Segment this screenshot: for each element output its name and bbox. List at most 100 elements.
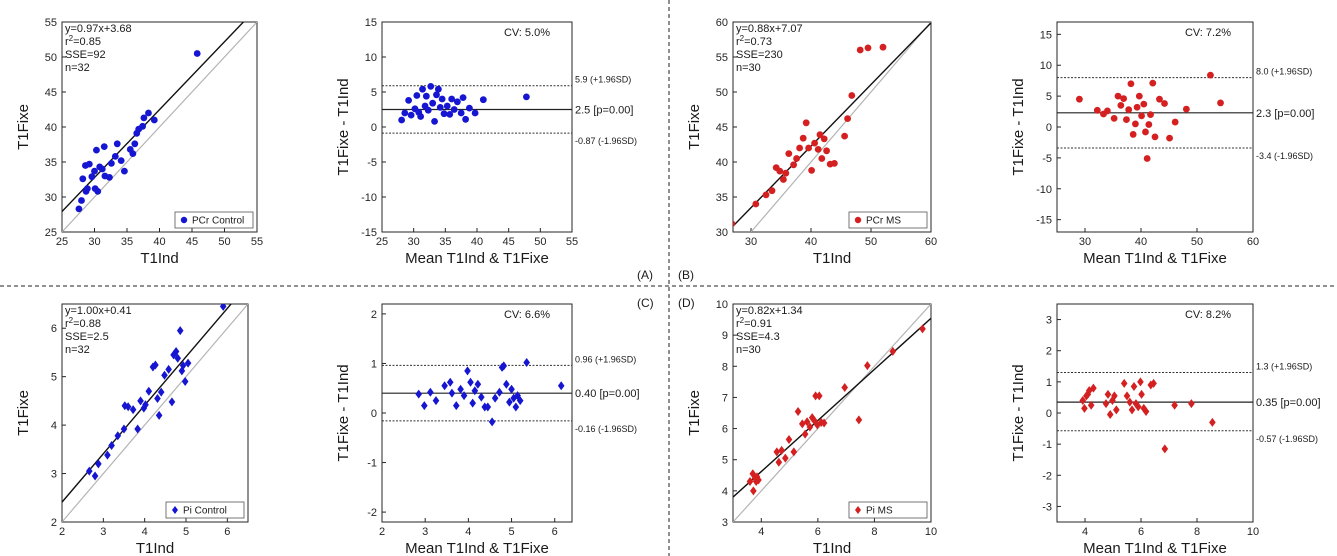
data-point bbox=[413, 92, 421, 99]
data-point bbox=[752, 200, 760, 208]
legend-label: Pi MS bbox=[866, 506, 893, 517]
panel-label: (A) bbox=[637, 268, 653, 282]
stat-line: SSE=92 bbox=[65, 49, 106, 61]
plot-content bbox=[62, 304, 248, 522]
data-point bbox=[83, 185, 91, 193]
plot-frame bbox=[381, 303, 573, 523]
data-point bbox=[140, 114, 148, 122]
data-point bbox=[452, 401, 460, 411]
data-point bbox=[799, 134, 807, 142]
data-point bbox=[855, 415, 863, 425]
x-tick-label: 30 bbox=[408, 236, 420, 248]
data-point bbox=[1143, 155, 1151, 162]
stat-line: r2=0.85 bbox=[65, 34, 101, 48]
data-point bbox=[474, 379, 482, 389]
data-point bbox=[129, 405, 137, 415]
x-tick-label: 40 bbox=[471, 236, 483, 248]
data-point bbox=[1123, 116, 1130, 123]
y-tick-label: 5 bbox=[51, 372, 57, 384]
legend-box bbox=[174, 211, 254, 229]
y-tick-label: 45 bbox=[45, 87, 57, 99]
data-point bbox=[841, 382, 849, 392]
data-point bbox=[471, 109, 479, 117]
data-point bbox=[446, 111, 454, 118]
identity-line bbox=[62, 304, 248, 522]
stat-line: r2=0.73 bbox=[736, 34, 772, 48]
data-point bbox=[419, 85, 426, 93]
data-point bbox=[500, 361, 508, 371]
data-point bbox=[802, 119, 810, 127]
x-axis-label: Mean T1Ind & T1Fixe bbox=[1083, 540, 1227, 556]
x-tick-label: 40 bbox=[1135, 236, 1147, 248]
data-point bbox=[433, 91, 440, 99]
data-point bbox=[219, 304, 227, 311]
x-tick-label: 45 bbox=[503, 236, 515, 248]
legend-marker bbox=[172, 506, 178, 514]
data-point bbox=[523, 357, 530, 367]
y-tick-label: 2 bbox=[1046, 346, 1052, 358]
data-point bbox=[1104, 389, 1112, 399]
x-tick-label: 60 bbox=[925, 236, 937, 248]
data-point bbox=[421, 401, 428, 411]
x-tick-label: 30 bbox=[745, 236, 757, 248]
data-point bbox=[523, 93, 530, 101]
data-point bbox=[812, 391, 819, 401]
plot-content bbox=[62, 22, 257, 232]
data-point bbox=[1076, 95, 1083, 103]
x-tick-label: 4 bbox=[465, 526, 471, 538]
x-tick-label: 50 bbox=[534, 236, 546, 248]
data-point bbox=[417, 113, 425, 120]
data-point bbox=[768, 187, 776, 195]
data-point bbox=[95, 459, 102, 469]
x-tick-label: 2 bbox=[379, 526, 385, 538]
data-point bbox=[79, 175, 87, 183]
data-point bbox=[1079, 396, 1087, 406]
y-tick-label: 3 bbox=[51, 469, 57, 481]
data-point bbox=[753, 472, 761, 482]
x-tick-label: 3 bbox=[100, 526, 106, 538]
x-tick-label: 10 bbox=[1247, 526, 1259, 538]
y-tick-label: 3 bbox=[1046, 315, 1052, 327]
data-point bbox=[179, 361, 187, 371]
x-tick-label: 6 bbox=[224, 526, 230, 538]
data-point bbox=[491, 393, 499, 403]
data-point bbox=[782, 169, 790, 177]
lower-limit-label: -0.16 (-1.96SD) bbox=[575, 424, 637, 434]
x-tick-label: 30 bbox=[88, 236, 100, 248]
stat-line: SSE=2.5 bbox=[65, 331, 109, 343]
lower-limit-label: -0.57 (-1.96SD) bbox=[1256, 434, 1318, 444]
stat-line: y=0.82x+1.34 bbox=[736, 305, 803, 317]
data-point bbox=[794, 406, 802, 416]
plot-frame bbox=[1056, 303, 1254, 523]
data-point bbox=[91, 471, 99, 481]
data-point bbox=[782, 453, 789, 463]
data-point bbox=[131, 140, 139, 148]
data-point bbox=[471, 386, 479, 396]
data-point bbox=[398, 116, 406, 124]
data-point bbox=[780, 176, 787, 183]
data-point bbox=[746, 477, 754, 487]
data-point bbox=[1171, 118, 1179, 126]
y-tick-label: 60 bbox=[716, 17, 728, 29]
stat-line: n=30 bbox=[736, 344, 761, 356]
y-axis-label: T1Fixe bbox=[15, 104, 32, 150]
data-point bbox=[820, 135, 828, 143]
legend-box bbox=[848, 501, 928, 519]
cv-label: CV: 7.2% bbox=[1185, 27, 1231, 39]
data-point bbox=[193, 50, 201, 57]
data-point bbox=[78, 197, 85, 204]
x-axis-label: Mean T1Ind & T1Fixe bbox=[405, 540, 549, 556]
data-point bbox=[75, 205, 83, 213]
x-tick-label: 50 bbox=[218, 236, 230, 248]
y-tick-label: 15 bbox=[1040, 29, 1052, 41]
y-tick-label: -5 bbox=[367, 157, 377, 169]
y-tick-label: 5 bbox=[371, 87, 377, 99]
data-point bbox=[145, 109, 152, 117]
data-point bbox=[1161, 100, 1168, 107]
data-point bbox=[1217, 99, 1224, 107]
data-point bbox=[1209, 417, 1216, 427]
data-point bbox=[134, 424, 141, 434]
data-point bbox=[1128, 405, 1136, 415]
chart-6: 2 3 4 5 6 -2 -1 0 1 2 Mean T1Ind & T1Fixe T1Fixe - … bbox=[335, 303, 640, 556]
